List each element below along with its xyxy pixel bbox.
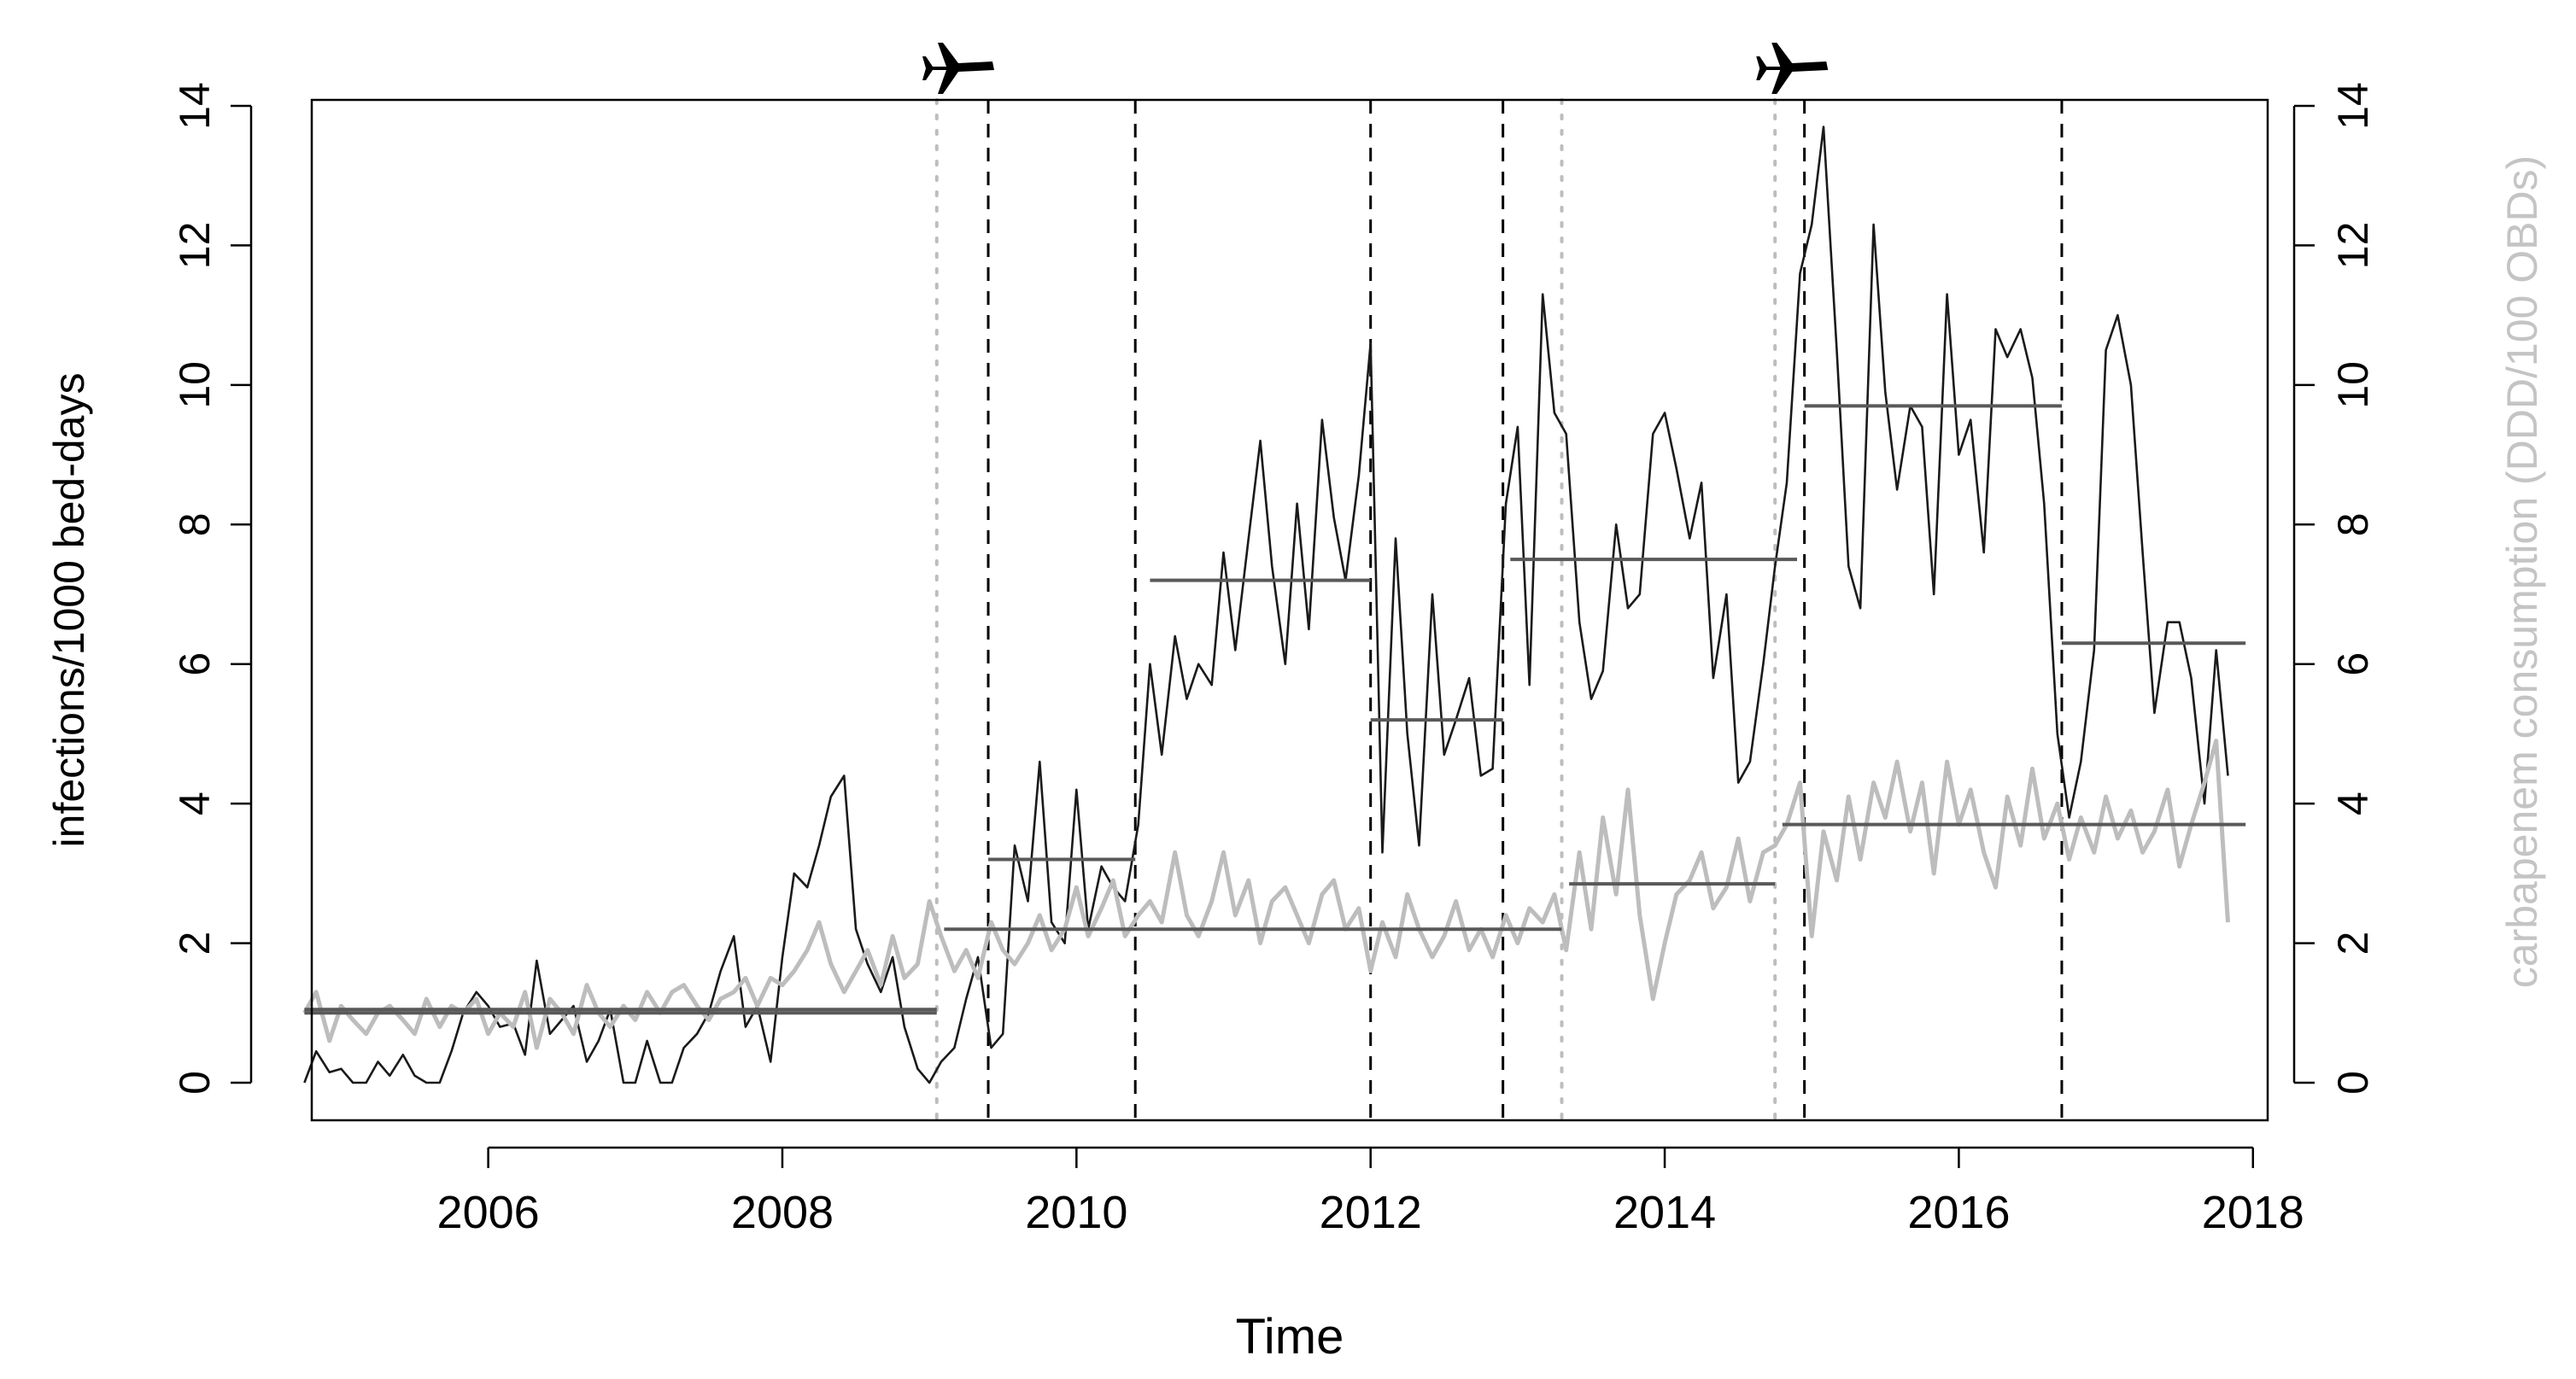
- plot-frame: [310, 98, 2269, 1122]
- bottom-tick-label: 2008: [731, 1187, 834, 1238]
- consumption-line: [302, 739, 2230, 1050]
- plane-icon: [922, 43, 994, 94]
- right-tick-label: 14: [2329, 82, 2377, 130]
- left-tick-label: 10: [171, 361, 219, 409]
- infections-line: [303, 126, 2229, 1084]
- right-tick-label: 8: [2329, 512, 2377, 536]
- right-tick-label: 12: [2329, 222, 2377, 270]
- markers: [922, 43, 1829, 94]
- right-tick-label: 0: [2329, 1071, 2377, 1095]
- left-tick-label: 0: [171, 1071, 219, 1095]
- y-axis-right-title: carbapenem consumption (DDD/100 OBDs): [2498, 155, 2546, 988]
- bottom-axis: 2006 2008 2010 2012 2014 2016 2018: [437, 1146, 2304, 1238]
- plane-icon: [1756, 43, 1829, 94]
- left-tick-label: 2: [171, 932, 219, 955]
- right-tick-label: 4: [2329, 792, 2377, 815]
- left-tick-label: 8: [171, 512, 219, 536]
- bottom-tick-label: 2016: [1907, 1187, 2010, 1238]
- bottom-tick-label: 2010: [1025, 1187, 1127, 1238]
- plane-shape: [1756, 43, 1829, 94]
- right-axis: 0 2 4 6 8 10 12 14: [2292, 82, 2377, 1095]
- right-tick-label: 10: [2329, 361, 2377, 409]
- plot-area: [302, 98, 2246, 1122]
- x-axis-title: Time: [1236, 1309, 1344, 1364]
- plane-shape: [922, 43, 994, 94]
- right-tick-label: 2: [2329, 932, 2377, 955]
- right-tick-label: 6: [2329, 652, 2377, 676]
- bottom-tick-label: 2012: [1320, 1187, 1422, 1238]
- bottom-tick-label: 2014: [1613, 1187, 1716, 1238]
- left-tick-label: 6: [171, 652, 219, 676]
- left-tick-label: 14: [171, 82, 219, 130]
- left-tick-label: 12: [171, 222, 219, 270]
- left-axis: 0 2 4 6 8 10 12 14: [171, 82, 253, 1095]
- bottom-tick-label: 2018: [2202, 1187, 2304, 1238]
- left-tick-label: 4: [171, 792, 219, 815]
- y-axis-title: infections/1000 bed-days: [45, 373, 93, 848]
- bottom-tick-label: 2006: [437, 1187, 540, 1238]
